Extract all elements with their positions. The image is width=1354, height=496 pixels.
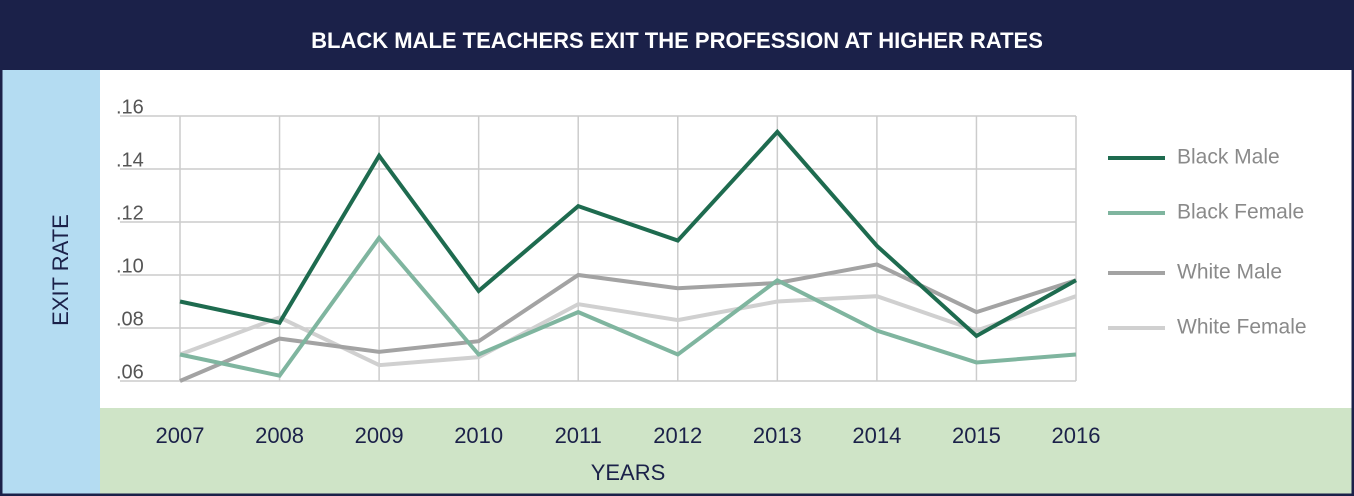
x-tick-label: 2015	[952, 423, 1001, 448]
series-line	[179, 294, 1077, 368]
y-tick-label: .12	[116, 202, 144, 224]
x-axis-label: YEARS	[591, 460, 666, 485]
x-tick-label: 2016	[1052, 423, 1101, 448]
y-axis-panel	[0, 70, 100, 496]
x-tick-label: 2014	[852, 423, 901, 448]
y-tick-label: .16	[116, 96, 144, 118]
x-tick-label: 2011	[555, 423, 602, 448]
series-line	[179, 234, 1077, 378]
x-tick-label: 2009	[355, 423, 404, 448]
legend-label: Black Male	[1177, 146, 1280, 169]
x-tick-label: 2007	[156, 423, 205, 448]
y-axis-label: EXIT RATE	[48, 214, 73, 326]
series-line	[179, 128, 1077, 339]
x-tick-label: 2008	[255, 423, 304, 448]
x-tick-label: 2012	[653, 423, 702, 448]
chart-title: BLACK MALE TEACHERS EXIT THE PROFESSION …	[311, 28, 1043, 53]
legend-label: White Male	[1177, 261, 1282, 284]
y-tick-label: .10	[116, 255, 144, 277]
header-bar	[0, 0, 1354, 70]
y-tick-label: .14	[116, 149, 144, 171]
x-tick-label: 2013	[753, 423, 802, 448]
y-tick-label: .08	[116, 308, 144, 330]
legend-label: White Female	[1177, 316, 1307, 339]
y-tick-label: .06	[116, 361, 144, 383]
legend-label: Black Female	[1177, 201, 1304, 224]
x-tick-label: 2010	[454, 423, 503, 448]
x-axis-panel	[100, 408, 1354, 496]
